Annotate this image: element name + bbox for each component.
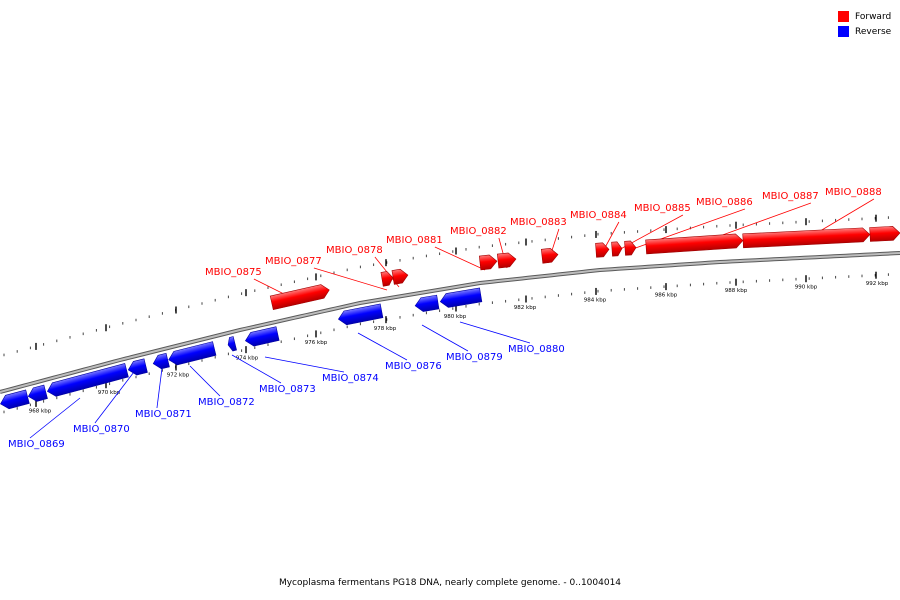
gene-label-MBIO_0885[interactable]: MBIO_0885 <box>634 203 691 214</box>
leader-line-MBIO_0880 <box>459 321 531 344</box>
legend-swatch-forward <box>838 11 849 22</box>
legend-swatch-reverse <box>838 26 849 37</box>
gene-label-MBIO_0871[interactable]: MBIO_0871 <box>135 409 192 420</box>
forward-gene-arrow[interactable] <box>540 248 559 264</box>
tick-label-980-kbp: 980 kbp <box>444 314 467 320</box>
reverse-gene-arrow[interactable] <box>27 384 48 403</box>
forward-gene-arrow[interactable] <box>478 254 498 271</box>
reverse-gene-arrow[interactable] <box>0 389 30 411</box>
tick-label-970-kbp: 970 kbp <box>98 390 121 396</box>
forward-gene-arrow[interactable] <box>869 226 900 242</box>
reverse-gene-arrow[interactable] <box>244 326 280 348</box>
leader-line-MBIO_0879 <box>421 324 469 352</box>
leader-line-MBIO_0871 <box>156 367 163 409</box>
backbone-line <box>0 252 900 393</box>
gene-label-MBIO_0883[interactable]: MBIO_0883 <box>510 217 567 228</box>
leader-line-MBIO_0873 <box>231 354 282 384</box>
legend-label-forward: Forward <box>855 11 892 22</box>
leader-line-MBIO_0876 <box>357 332 408 361</box>
gene-label-MBIO_0869[interactable]: MBIO_0869 <box>8 439 65 450</box>
gene-label-MBIO_0882[interactable]: MBIO_0882 <box>450 226 507 237</box>
reverse-gene-arrow[interactable] <box>127 358 148 377</box>
tick-label-972-kbp: 972 kbp <box>167 373 190 379</box>
reverse-gene-arrow[interactable] <box>414 294 440 313</box>
forward-gene-arrow[interactable] <box>595 242 610 258</box>
legend-item-reverse: Reverse <box>838 24 891 39</box>
upper-tick-row <box>3 214 889 357</box>
tick-label-968-kbp: 968 kbp <box>29 408 52 414</box>
gene-label-MBIO_0887[interactable]: MBIO_0887 <box>762 191 819 202</box>
forward-gene-arrow[interactable] <box>269 283 331 311</box>
forward-gene-arrow[interactable] <box>391 268 409 285</box>
reverse-gene-arrow[interactable] <box>167 341 217 367</box>
gene-labels: MBIO_0869 MBIO_0870 MBIO_0871 MBIO_0872 MBIO… <box>8 187 882 450</box>
gene-label-MBIO_0873[interactable]: MBIO_0873 <box>259 384 316 395</box>
tick-label-974-kbp: 974 kbp <box>236 355 259 361</box>
lower-tick-row <box>3 271 889 414</box>
forward-gene-arrow[interactable] <box>611 241 623 257</box>
gene-label-MBIO_0877[interactable]: MBIO_0877 <box>265 256 322 267</box>
gene-label-MBIO_0878[interactable]: MBIO_0878 <box>326 245 383 256</box>
forward-gene-arrow[interactable] <box>645 233 744 255</box>
reverse-gene-arrow[interactable] <box>439 287 483 309</box>
gene-label-MBIO_0884[interactable]: MBIO_0884 <box>570 210 627 221</box>
reverse-gene-arrow[interactable] <box>337 303 384 326</box>
legend-label-reverse: Reverse <box>855 26 892 37</box>
legend: Forward Reverse <box>838 9 891 39</box>
tick-label-992-kbp: 992 kbp <box>866 281 889 287</box>
reverse-gene-arrow[interactable] <box>46 363 129 398</box>
leader-line-MBIO_0877 <box>313 267 388 291</box>
gene-label-MBIO_0875[interactable]: MBIO_0875 <box>205 267 262 278</box>
leader-line-MBIO_0869 <box>29 397 81 439</box>
gene-label-MBIO_0876[interactable]: MBIO_0876 <box>385 361 442 372</box>
tick-label-982-kbp: 982 kbp <box>514 305 537 311</box>
leader-line-MBIO_0870 <box>94 367 138 424</box>
legend-item-forward: Forward <box>838 9 891 24</box>
leader-line-MBIO_0872 <box>189 365 221 397</box>
tick-label-978-kbp: 978 kbp <box>374 326 397 332</box>
gene-label-MBIO_0870[interactable]: MBIO_0870 <box>73 424 130 435</box>
reverse-gene-arrow[interactable] <box>226 336 237 352</box>
tick-label-990-kbp: 990 kbp <box>795 285 818 291</box>
leader-line-MBIO_0881 <box>434 246 486 271</box>
tick-label-988-kbp: 988 kbp <box>725 288 748 294</box>
gene-label-MBIO_0888[interactable]: MBIO_0888 <box>825 187 882 198</box>
tick-label-986-kbp: 986 kbp <box>655 293 678 299</box>
gene-label-MBIO_0880[interactable]: MBIO_0880 <box>508 344 565 355</box>
genome-caption: Mycoplasma fermentans PG18 DNA, nearly c… <box>278 578 622 588</box>
forward-gene-arrow[interactable] <box>624 240 637 256</box>
gene-label-MBIO_0886[interactable]: MBIO_0886 <box>696 197 753 208</box>
tick-label-976-kbp: 976 kbp <box>305 340 328 346</box>
forward-gene-arrow[interactable] <box>496 252 517 269</box>
kbp-tick-labels: 968 kbp 970 kbp 972 kbp 974 kbp 976 kbp 978 k… <box>29 281 889 414</box>
gene-label-MBIO_0879[interactable]: MBIO_0879 <box>446 352 503 363</box>
leader-line-MBIO_0874 <box>264 356 345 373</box>
gene-arrows <box>0 226 900 411</box>
forward-gene-arrow[interactable] <box>380 271 394 287</box>
gene-label-MBIO_0874[interactable]: MBIO_0874 <box>322 373 379 384</box>
gene-label-MBIO_0881[interactable]: MBIO_0881 <box>386 235 443 246</box>
tick-label-984-kbp: 984 kbp <box>584 298 607 304</box>
genome-backbone <box>0 251 900 394</box>
reverse-gene-arrow[interactable] <box>152 352 170 370</box>
gene-label-MBIO_0872[interactable]: MBIO_0872 <box>198 397 255 408</box>
forward-gene-arrow[interactable] <box>742 227 871 249</box>
